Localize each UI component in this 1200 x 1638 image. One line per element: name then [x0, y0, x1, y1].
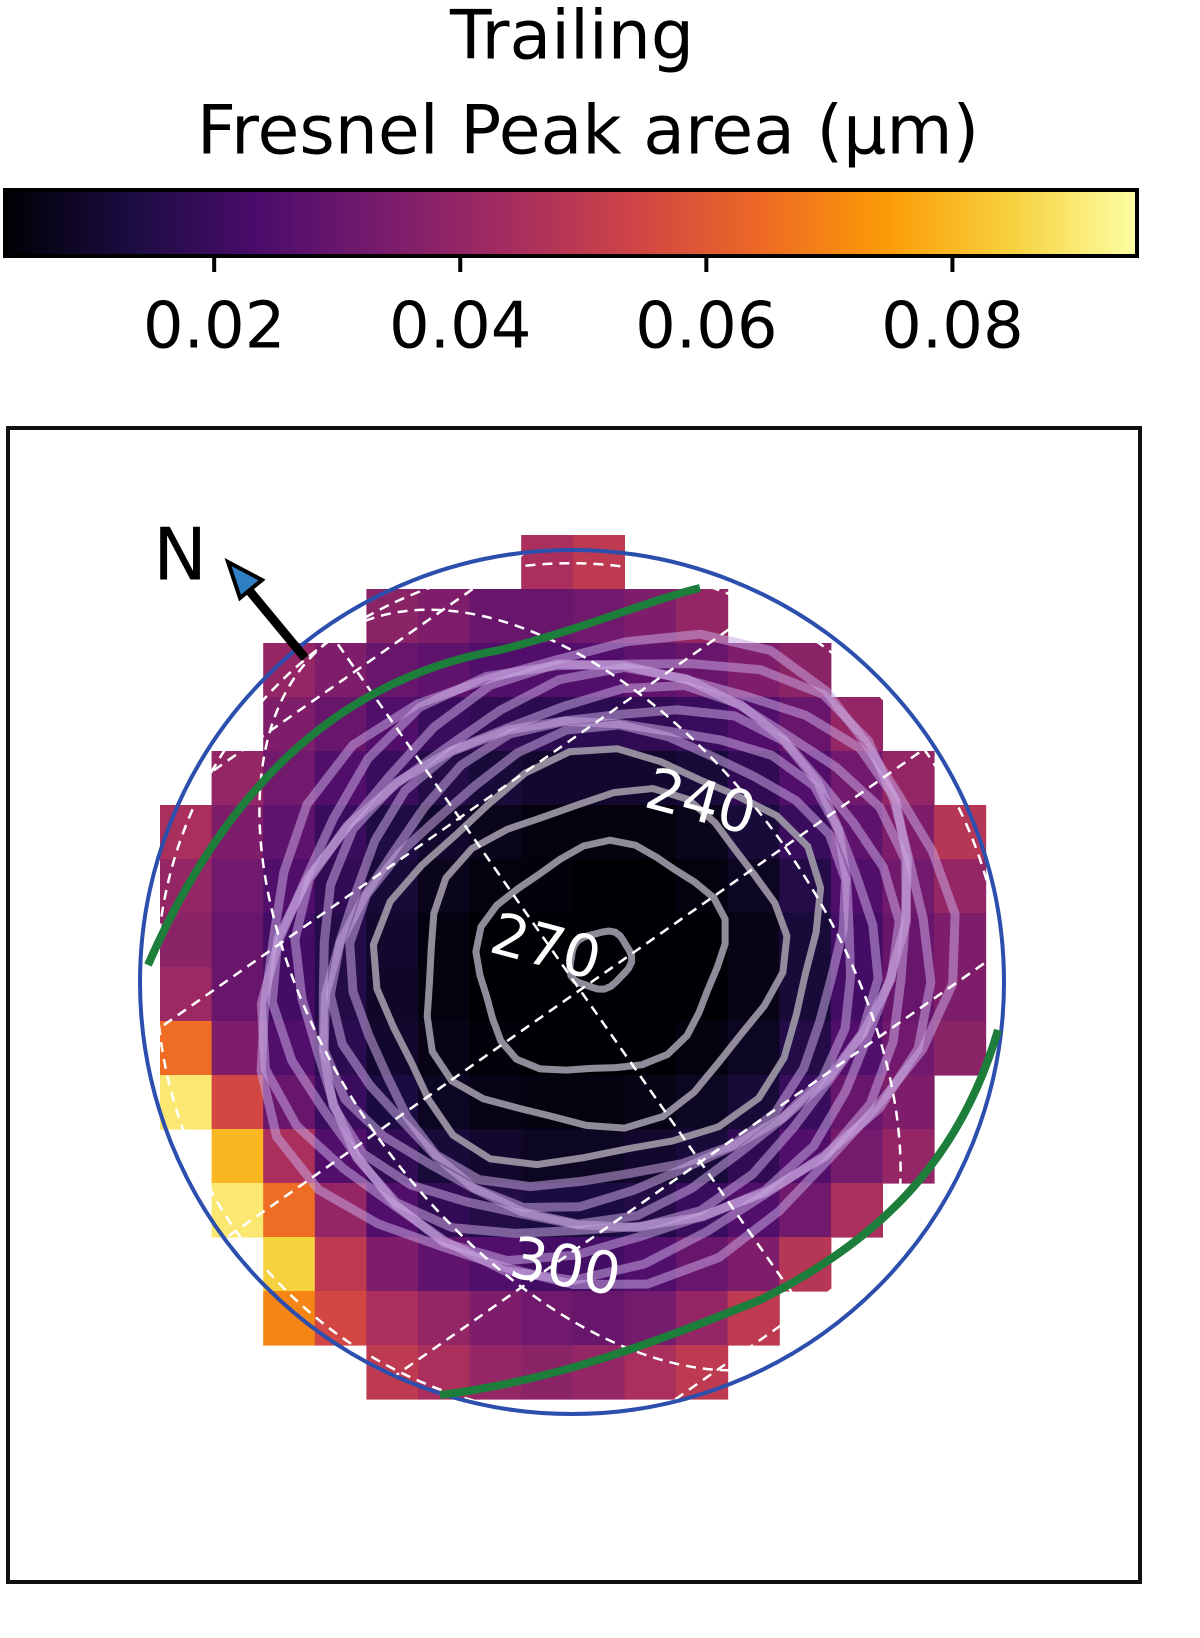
heatmap-cell [211, 1129, 264, 1184]
green-curve [439, 1028, 1002, 1399]
north-arrow [239, 580, 309, 661]
heatmap-cell [521, 967, 574, 1022]
heatmap-cell [572, 859, 625, 914]
heatmap-cell [211, 859, 264, 914]
heatmap-cell [469, 589, 522, 644]
panel-frame [6, 426, 1142, 1584]
colorbar-label: Fresnel Peak area (μm) [197, 92, 979, 171]
heatmap-cell [366, 1345, 419, 1400]
colorbar-tick-label: 0.08 [881, 290, 1024, 364]
contour-line [472, 836, 729, 1074]
heatmap-cell [521, 913, 574, 968]
heatmap-cell [521, 1129, 574, 1184]
heatmap-cell [263, 1237, 316, 1292]
heatmap-cell [418, 589, 471, 644]
colorbar-tick-label: 0.06 [635, 290, 778, 364]
heatmap-cell [211, 751, 264, 806]
heatmap-cell [314, 1237, 367, 1292]
contours [256, 629, 960, 1290]
green-curve [144, 584, 701, 967]
heatmap-cell [727, 859, 780, 914]
north-label: N [153, 513, 207, 597]
contour-line [566, 927, 636, 993]
heatmap-cell [314, 643, 367, 698]
heatmap-cell [727, 1021, 780, 1076]
heatmap-cell [211, 913, 264, 968]
chart-title: Trailing [449, 0, 694, 76]
heatmap-cell [366, 1237, 419, 1292]
heatmap-cell [418, 913, 471, 968]
heatmap-cell [263, 1183, 316, 1238]
heatmap-cell [211, 1075, 264, 1130]
heatmap-cell [263, 1291, 316, 1346]
heatmap-cell [934, 1021, 987, 1076]
heatmap-cell [211, 1021, 264, 1076]
contour-line [423, 784, 791, 1132]
heatmap-cell [366, 1291, 419, 1346]
heatmap-cell [160, 1021, 213, 1076]
heatmap-cell [521, 1291, 574, 1346]
colorbar-tick-label: 0.04 [389, 290, 532, 364]
heatmap-cell [624, 1345, 677, 1400]
heatmap-cell [314, 1291, 367, 1346]
heatmap-cell [572, 1075, 625, 1130]
heatmap-cell [779, 1183, 832, 1238]
heatmap-cell [572, 1291, 625, 1346]
heatmap-cell [676, 1345, 729, 1400]
heatmap-cell [624, 967, 677, 1022]
heatmap-cell [934, 913, 987, 968]
heatmap-cell [211, 967, 264, 1022]
colorbar [3, 188, 1139, 258]
disk-limb [138, 548, 1006, 1416]
contour-line [369, 745, 825, 1169]
heatmap-cell [727, 913, 780, 968]
heatmap-cell [418, 1291, 471, 1346]
contour-line [256, 629, 960, 1290]
north-arrow-head [224, 557, 266, 602]
heatmap-cell [160, 967, 213, 1022]
heatmap-cell [211, 1183, 264, 1238]
colorbar-tick-label: 0.02 [143, 290, 286, 364]
heatmap-cell [676, 1021, 729, 1076]
